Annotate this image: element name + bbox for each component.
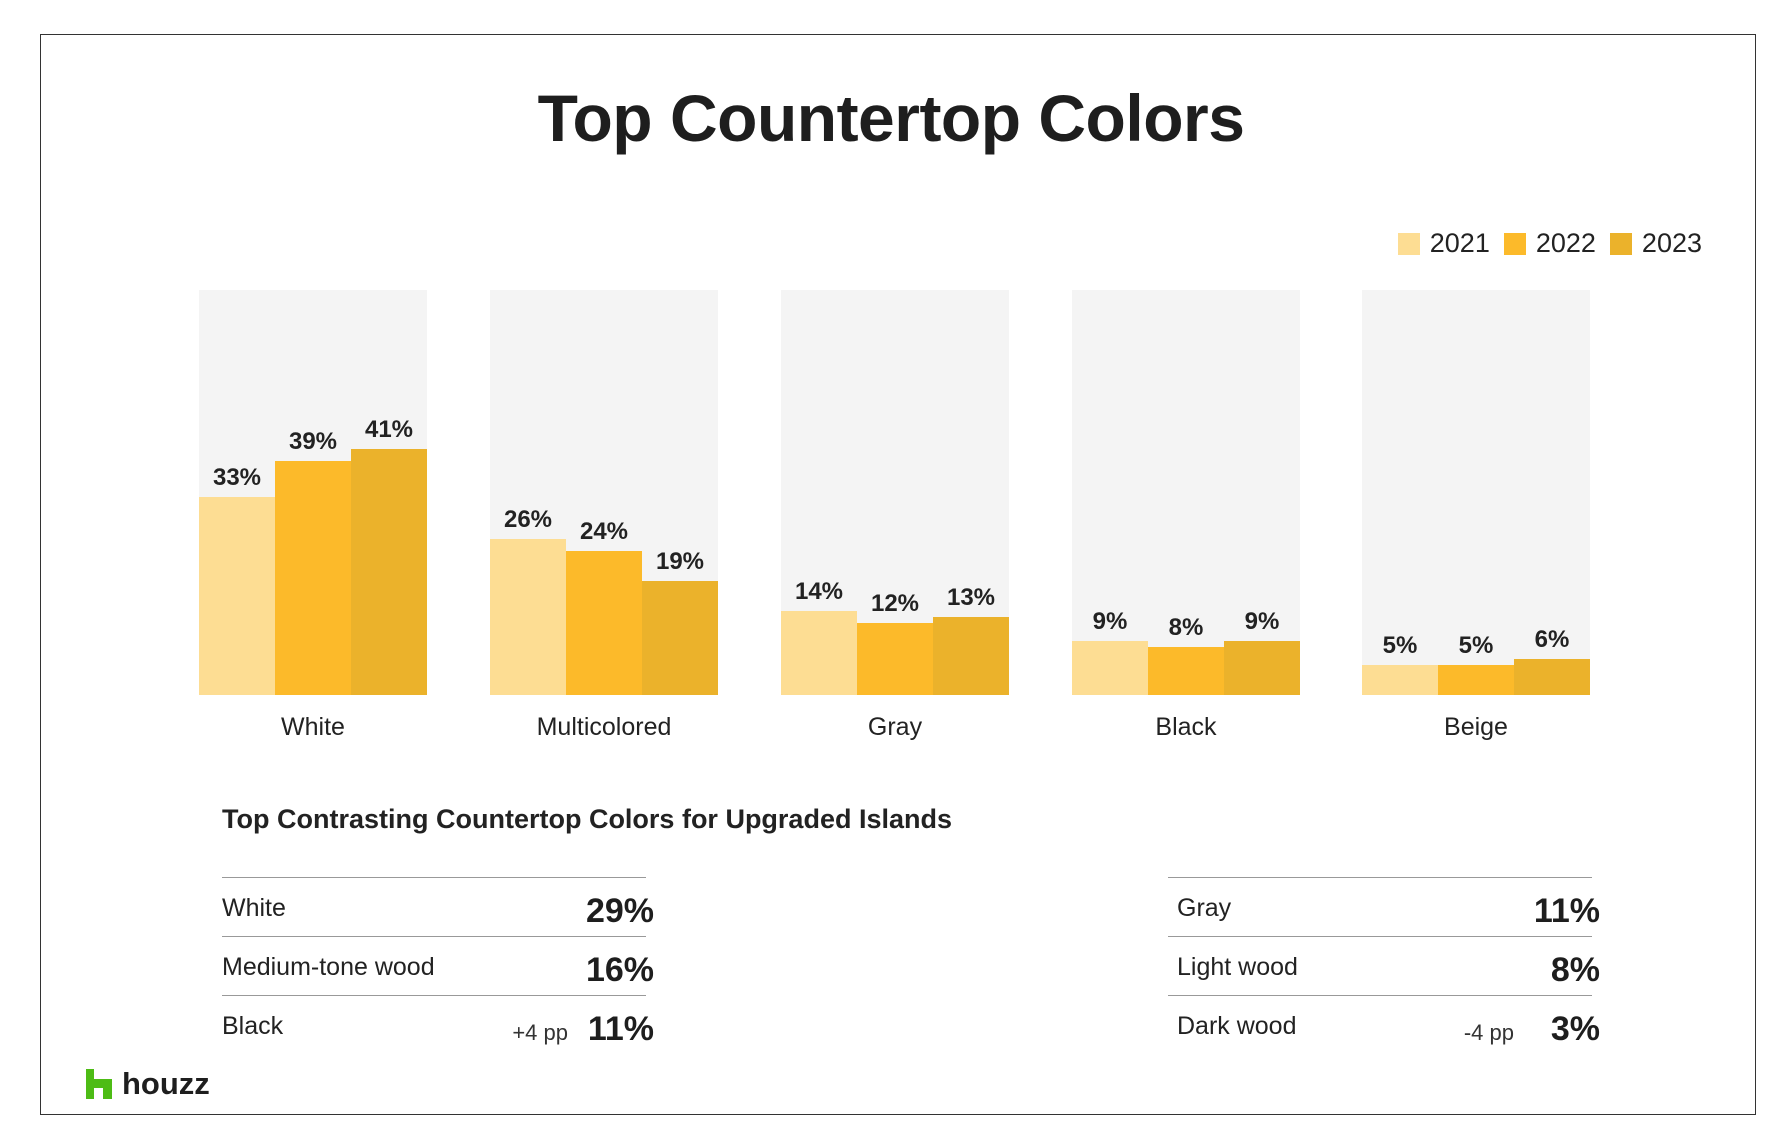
data-label: 24% [580,518,628,545]
contrast-table-right: Gray 11% Light wood 8% Dark wood -4 pp 3… [1168,877,1600,1054]
row-value: 11% [587,1010,654,1048]
bar-multicolored-2023 [642,581,718,695]
contrast-section-title: Top Contrasting Countertop Colors for Up… [222,804,952,834]
contrast-table-left: White 29% Medium-tone wood 16% Black +4 … [222,877,654,1054]
legend-item-2022: 2022 [1503,228,1596,259]
bar-white-2021 [199,497,275,695]
houzz-logo-icon [86,1069,112,1099]
row-label: White [222,894,286,922]
bar-gray-2021 [781,611,857,695]
data-label: 9% [1245,608,1280,635]
bar-gray-2022 [857,623,933,695]
bar-white-2023 [351,449,427,695]
data-label: 41% [365,416,413,443]
legend-swatch-2023 [1609,232,1632,255]
data-label: 13% [947,584,995,611]
bar-beige-2021 [1362,665,1438,695]
chart-title: Top Countertop Colors [537,81,1245,155]
table-row: Dark wood -4 pp 3% [1168,995,1600,1054]
bar-chart: 33% 39% 41% White 26% 24% 19% Multicolored 14% 12… [199,290,1590,741]
data-label: 8% [1169,614,1204,641]
chart-legend: 2021 2022 2023 [1394,228,1702,259]
table-row: White 29% [222,877,654,936]
legend-label-2023: 2023 [1641,228,1702,258]
data-label: 5% [1383,632,1418,659]
data-label: 9% [1093,608,1128,635]
bar-multicolored-2021 [490,539,566,695]
bar-multicolored-2022 [566,551,642,695]
row-change: -4 pp [1463,1020,1514,1045]
legend-label-2021: 2021 [1429,228,1490,258]
category-label-black: Black [1155,713,1217,741]
table-row: Medium-tone wood 16% [222,936,654,995]
bar-black-2021 [1072,641,1148,695]
row-value: 16% [585,951,654,989]
data-label: 19% [656,548,704,575]
data-label: 6% [1535,626,1570,653]
row-change: +4 pp [512,1020,568,1045]
bar-black-2022 [1148,647,1224,695]
houzz-logo: houzz [86,1066,210,1102]
row-value: 3% [1550,1010,1600,1048]
table-row: Light wood 8% [1168,936,1600,995]
data-label: 33% [213,464,261,491]
houzz-logo-text: houzz [122,1066,210,1101]
category-label-white: White [281,713,345,741]
row-label: Gray [1177,894,1232,922]
bar-black-2023 [1224,641,1300,695]
bar-gray-2023 [933,617,1009,695]
legend-item-2023: 2023 [1609,228,1702,259]
data-label: 14% [795,578,843,605]
data-label: 26% [504,506,552,533]
legend-swatch-2022 [1503,232,1526,255]
row-value: 8% [1550,951,1600,989]
legend-swatch-2021 [1397,232,1420,255]
data-label: 5% [1459,632,1494,659]
table-row: Gray 11% [1168,877,1600,936]
bar-group-background [1072,290,1300,695]
table-row: Black +4 pp 11% [222,995,654,1054]
category-label-gray: Gray [868,713,923,741]
row-label: Dark wood [1177,1012,1297,1040]
row-label: Light wood [1177,953,1298,981]
row-value: 11% [1533,892,1600,930]
row-label: Black [222,1012,284,1040]
category-label-multicolored: Multicolored [537,713,672,741]
bar-group-background [1362,290,1590,695]
bar-beige-2023 [1514,659,1590,695]
legend-item-2021: 2021 [1397,228,1490,259]
legend-label-2022: 2022 [1535,228,1596,258]
data-label: 39% [289,428,337,455]
category-label-beige: Beige [1444,713,1508,741]
bar-white-2022 [275,461,351,695]
data-label: 12% [871,590,919,617]
row-label: Medium-tone wood [222,953,435,981]
row-value: 29% [585,892,654,930]
bar-beige-2022 [1438,665,1514,695]
